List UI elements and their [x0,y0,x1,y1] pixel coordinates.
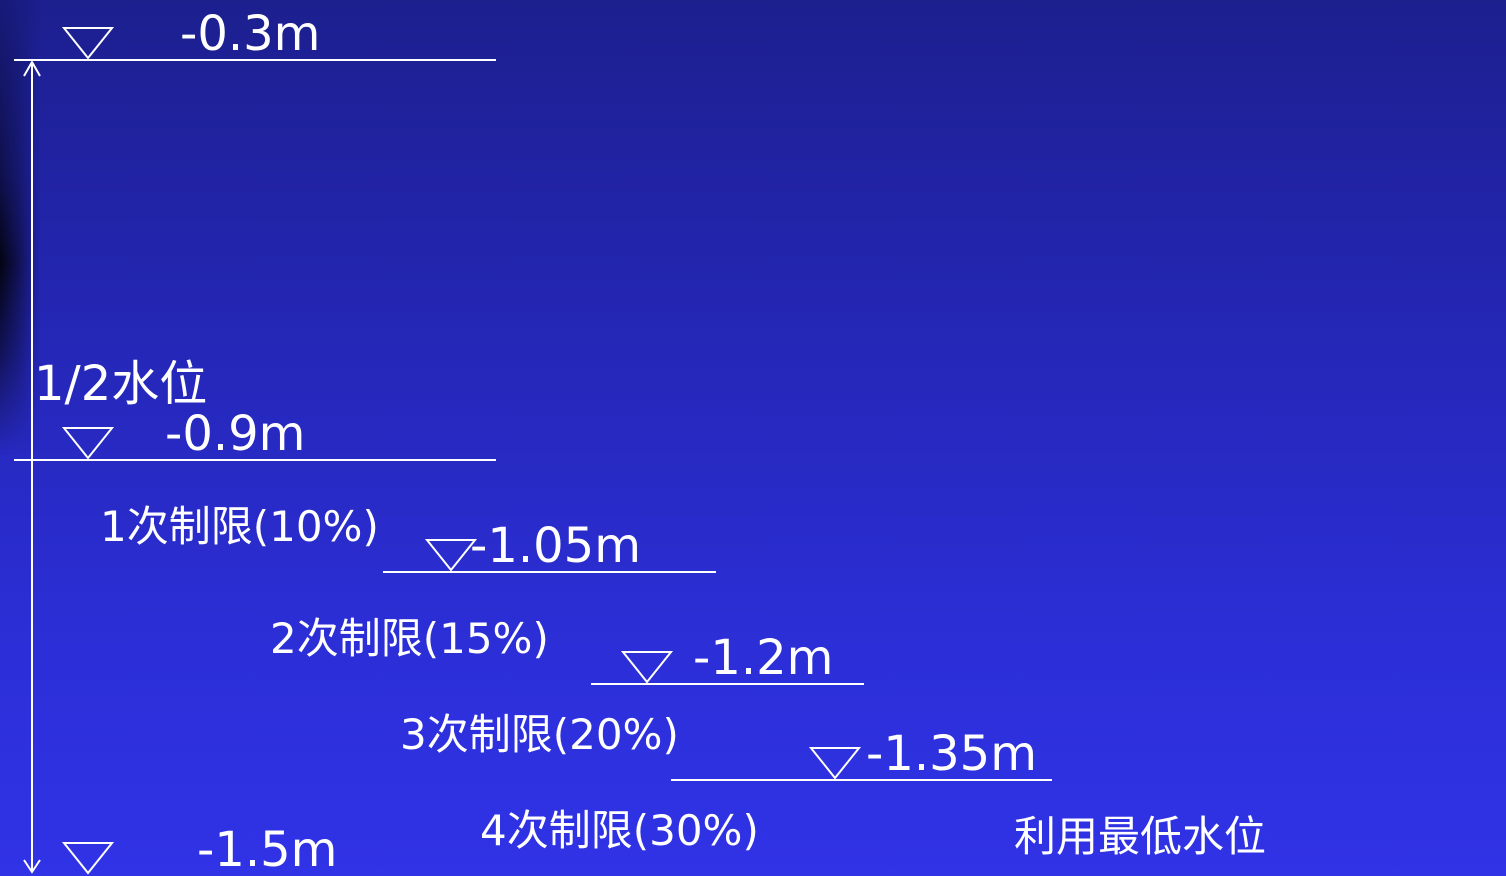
bottom-level-value: -1.5m [197,822,338,876]
limit1-label: 1次制限(10%) [100,502,379,551]
arrow-up-icon [23,59,41,77]
water-level-triangle-icon [808,747,862,780]
half-level-value: -0.9m [165,406,306,462]
limit3-value: -1.35m [866,726,1037,782]
water-level-triangle-icon [620,651,674,684]
water-level-triangle-icon [424,539,478,572]
water-level-triangle-icon [61,427,115,460]
water-level-triangle-icon [61,842,115,875]
water-level-triangle-icon [61,27,115,60]
limit4-label: 4次制限(30%) [480,806,759,855]
limit2-value: -1.2m [693,630,834,686]
half-level-title: 1/2水位 [34,356,208,412]
limit3-label: 3次制限(20%) [400,710,679,759]
limit1-value: -1.05m [470,518,641,574]
limit2-label: 2次制限(15%) [270,614,549,663]
arrow-down-icon [23,859,41,874]
top-level-value: -0.3m [180,6,321,62]
left-edge-shadow [0,0,40,876]
min-usable-level-label: 利用最低水位 [1014,812,1267,861]
